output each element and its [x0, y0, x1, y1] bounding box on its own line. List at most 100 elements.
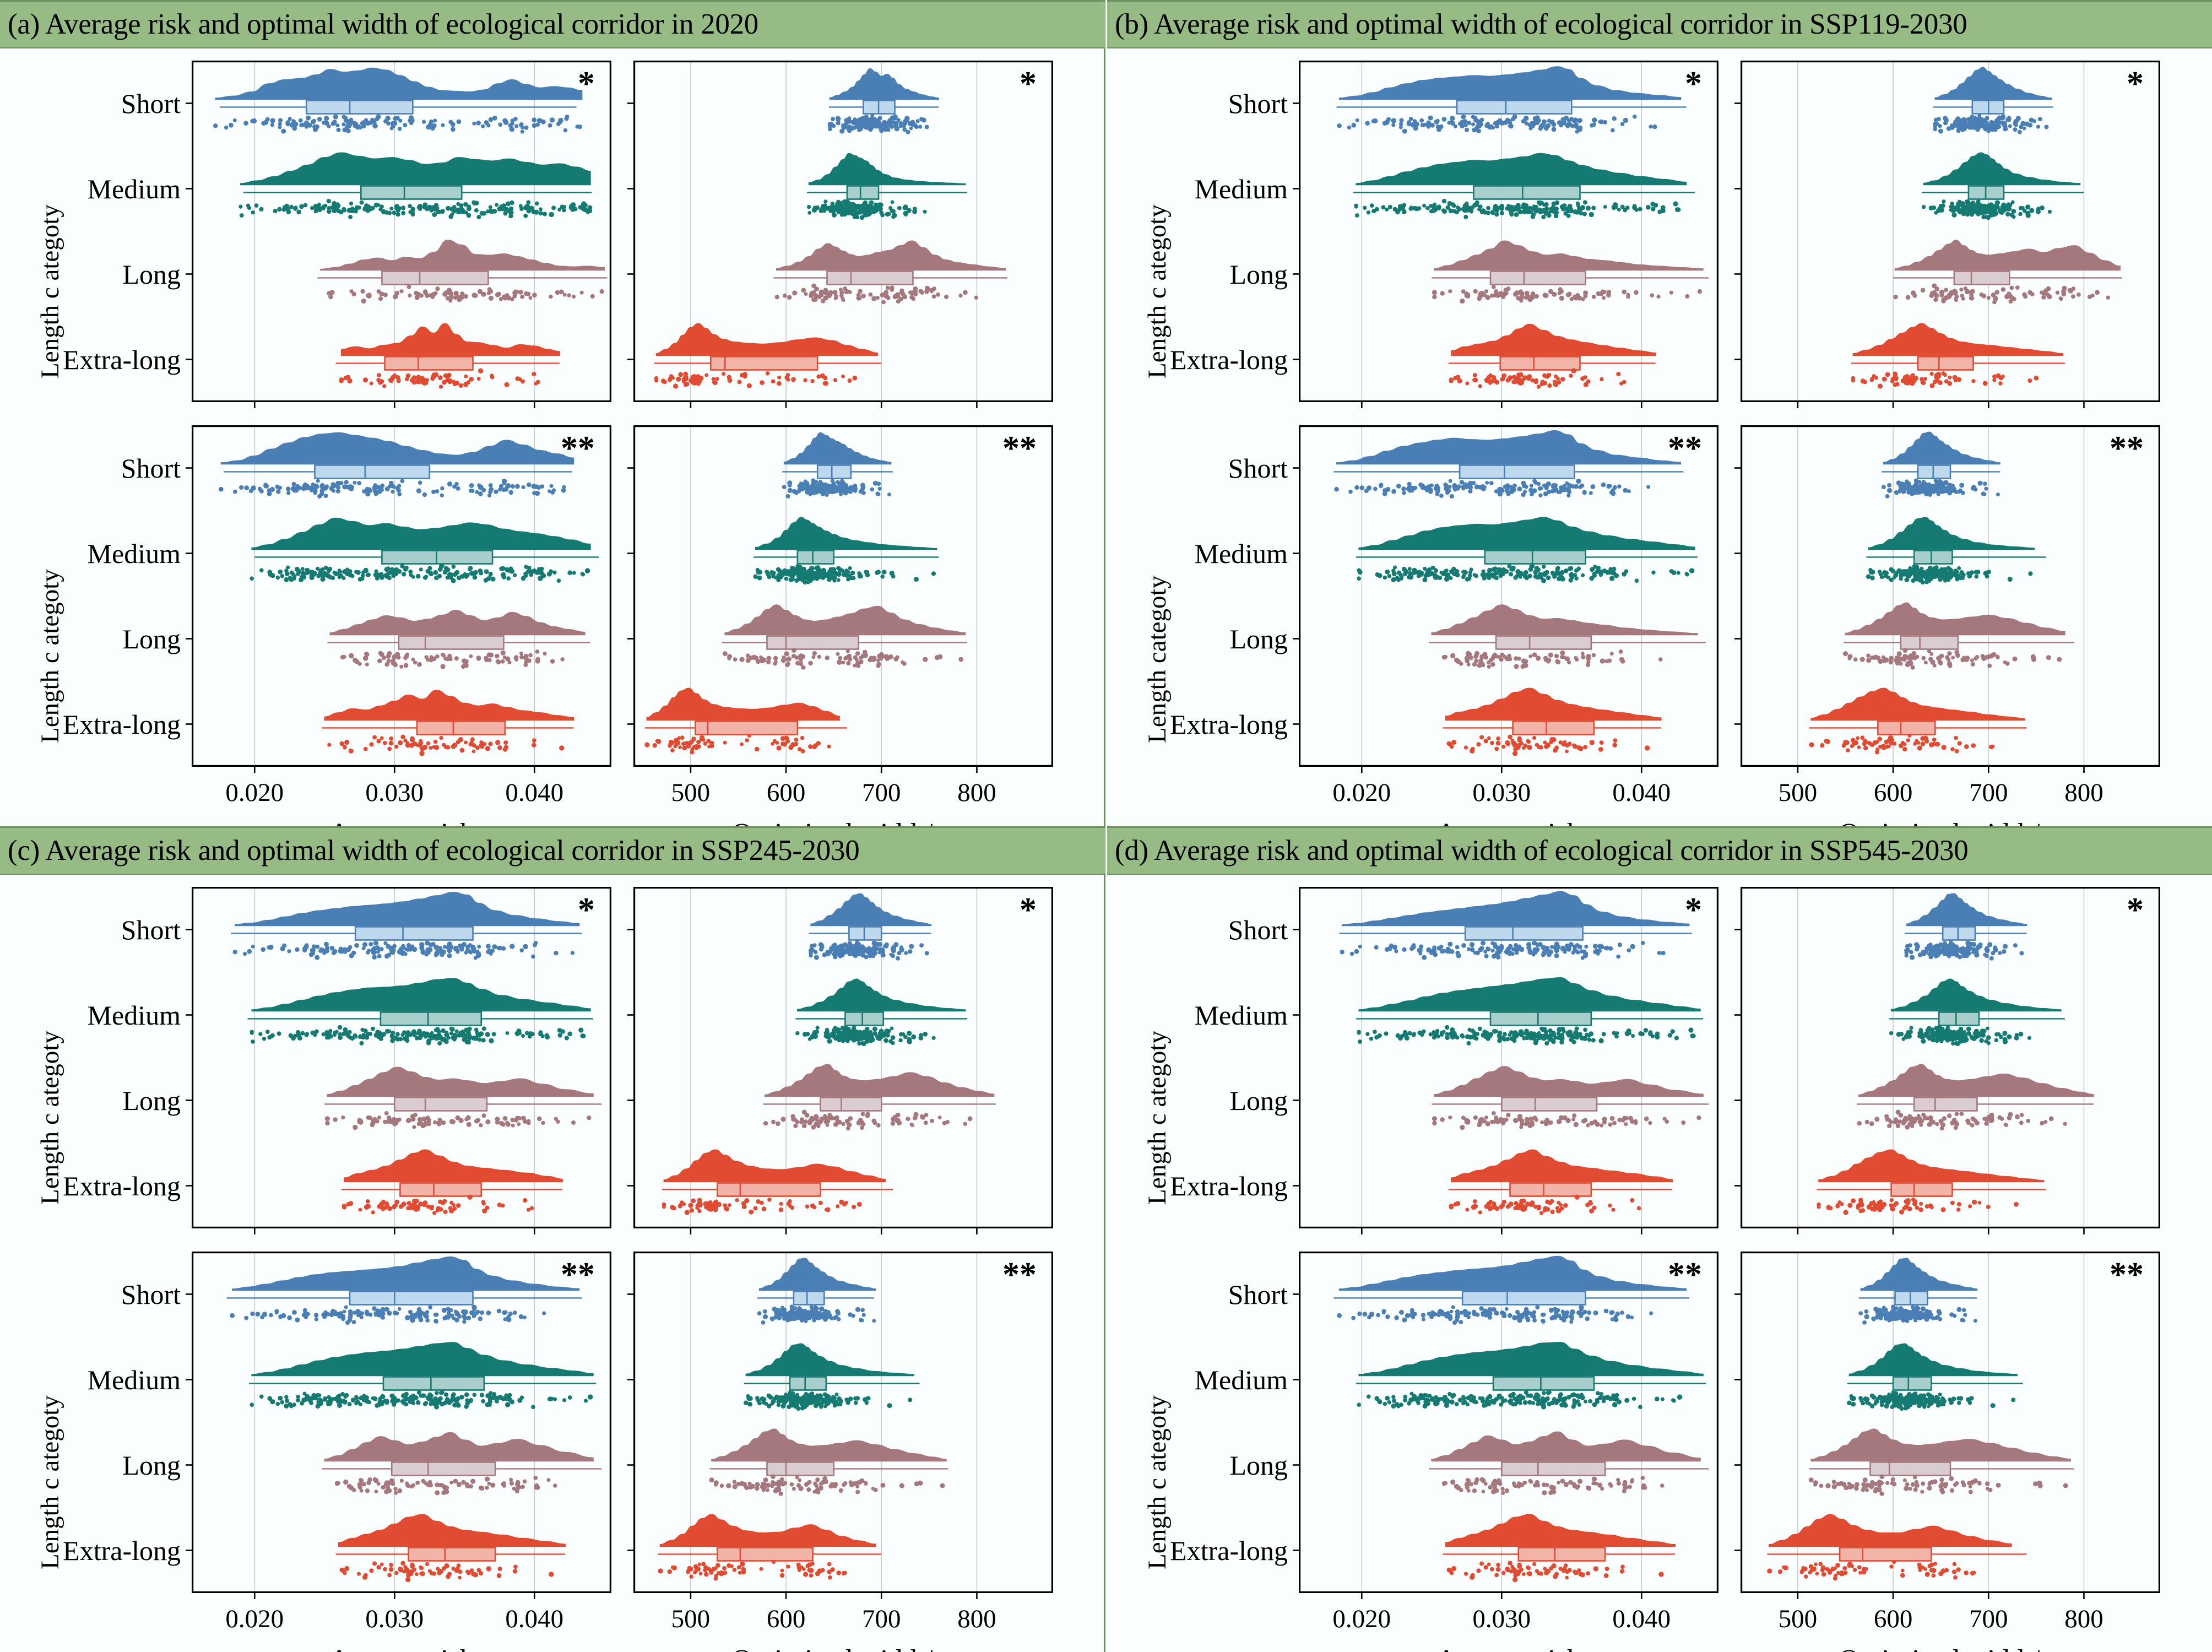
subplot-a-top-width: *	[627, 61, 1053, 408]
panel-header-d: (d) Average risk and optimal width of ec…	[1107, 826, 2212, 875]
jitter-points	[1449, 1194, 1641, 1215]
category-label-medium: Medium	[87, 538, 181, 569]
subplot-d-top-width: *	[1734, 887, 2160, 1234]
subplot-a-bottom-risk: **	[186, 425, 611, 773]
x-tick-label: 800	[2064, 778, 2103, 807]
x-axis-title-optimized-width: Optimized width/m	[731, 1644, 955, 1652]
panel-vertical-separator-top	[1104, 0, 1105, 825]
jitter-points	[340, 649, 565, 669]
jitter-points	[1866, 564, 2033, 585]
jitter-points	[1334, 478, 1651, 499]
x-tick-label: 0.040	[1612, 1605, 1671, 1633]
density-cloud	[829, 68, 939, 100]
box	[848, 926, 882, 941]
density-cloud	[1883, 431, 2000, 465]
jitter-points	[339, 368, 540, 389]
density-cloud	[1845, 602, 2065, 636]
jitter-points	[827, 113, 929, 134]
density-cloud	[324, 1432, 594, 1462]
density-cloud	[1860, 1258, 1978, 1291]
category-label-extra-long: Extra-long	[1170, 344, 1288, 375]
jitter-points	[250, 1025, 586, 1046]
density-cloud	[776, 240, 1006, 271]
subplot-a-top-risk: *	[186, 61, 611, 408]
subplot-c-top-risk: *	[186, 887, 611, 1234]
raincloud-group	[753, 517, 939, 585]
jitter-points	[1889, 1025, 2031, 1047]
raincloud-group	[1333, 430, 1684, 499]
raincloud-group	[231, 892, 582, 960]
raincloud-group	[1857, 1064, 2094, 1131]
jitter-points	[324, 1111, 592, 1130]
significance-marker: *	[2127, 891, 2144, 929]
x-tick-label: 800	[957, 1605, 996, 1633]
significance-marker: **	[2110, 430, 2144, 467]
significance-marker: *	[578, 65, 595, 102]
box	[1492, 1376, 1595, 1391]
significance-marker: *	[578, 891, 595, 929]
jitter-points	[1357, 1390, 1683, 1410]
category-label-long: Long	[122, 623, 181, 654]
category-label-short: Short	[1228, 88, 1288, 119]
jitter-points	[809, 940, 929, 961]
category-label-short: Short	[121, 452, 181, 484]
significance-marker: **	[1002, 1256, 1037, 1293]
box	[399, 1182, 482, 1197]
category-label-medium: Medium	[87, 1364, 181, 1395]
category-label-short: Short	[1228, 452, 1288, 484]
density-cloud	[1890, 978, 2062, 1012]
density-cloud	[711, 1428, 947, 1462]
jitter-points	[1357, 564, 1695, 583]
jitter-points	[1817, 1198, 2019, 1215]
x-tick-label: 0.020	[225, 778, 284, 807]
category-label-extra-long: Extra-long	[1170, 1170, 1288, 1201]
jitter-points	[782, 478, 891, 499]
jitter-points	[334, 1476, 557, 1496]
subplot-c-bottom-risk: **	[186, 1252, 611, 1599]
density-cloud	[808, 153, 966, 186]
raincloud-group	[1356, 517, 1698, 583]
x-tick-label: 800	[2064, 1605, 2103, 1633]
density-cloud	[1341, 891, 1690, 927]
category-label-short: Short	[1228, 914, 1288, 945]
raincloud-group	[250, 517, 599, 583]
box	[381, 270, 489, 285]
box	[695, 721, 799, 735]
density-cloud	[1923, 152, 2081, 186]
density-cloud	[1868, 517, 2035, 550]
raincloud-group	[238, 152, 593, 219]
raincloud-group	[249, 1342, 597, 1410]
raincloud-group	[1353, 153, 1695, 219]
panel-a: (a) Average risk and optimal width of ec…	[0, 0, 1105, 849]
x-tick-label: 500	[671, 1605, 711, 1633]
density-cloud	[810, 893, 932, 927]
density-cloud	[765, 1064, 995, 1097]
raincloud-group	[1356, 1342, 1706, 1410]
box	[1495, 635, 1592, 650]
box	[384, 356, 474, 371]
raincloud-group	[1817, 1149, 2046, 1215]
x-tick-label: 0.030	[1472, 1605, 1531, 1633]
x-tick-label: 0.030	[1472, 778, 1531, 807]
density-cloud	[341, 323, 560, 356]
box	[1942, 926, 1976, 941]
box	[1461, 1291, 1586, 1306]
raincloud-group	[324, 1066, 602, 1130]
raincloud-group	[1858, 1258, 1978, 1325]
category-label-medium: Medium	[1194, 999, 1288, 1031]
density-cloud	[1445, 1514, 1676, 1547]
density-cloud	[1431, 604, 1698, 636]
jitter-points	[1354, 198, 1681, 219]
jitter-points	[1446, 734, 1650, 756]
jitter-points	[1449, 368, 1627, 389]
x-axis-title-average-risk: Average risk	[1436, 1644, 1581, 1652]
density-cloud	[338, 1514, 566, 1547]
raincloud-group	[1356, 977, 1704, 1046]
box	[354, 926, 474, 941]
jitter-points	[1843, 648, 2062, 670]
raincloud-group	[709, 1428, 948, 1496]
box	[793, 1291, 825, 1306]
panel-title-a: (a) Average risk and optimal width of ec…	[8, 8, 758, 40]
raincloud-group	[757, 1258, 876, 1325]
x-tick-label: 0.030	[365, 1605, 424, 1633]
